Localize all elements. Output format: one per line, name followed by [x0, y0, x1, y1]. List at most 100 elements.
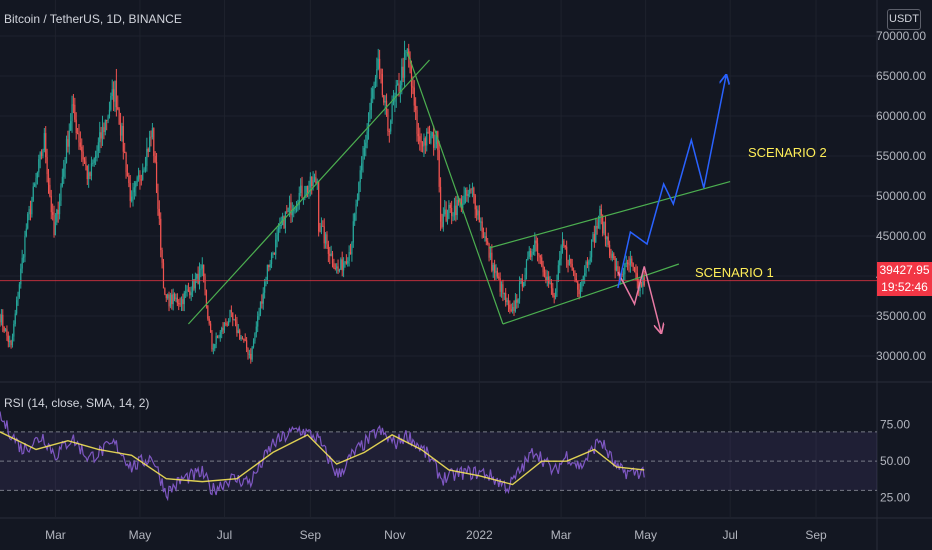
candle-body	[445, 209, 447, 221]
candle-body	[294, 207, 296, 211]
candle	[205, 289, 208, 309]
candle-body	[334, 268, 336, 270]
candle-body	[628, 264, 630, 266]
candle	[366, 123, 368, 149]
candle	[419, 127, 421, 151]
candle	[297, 199, 299, 212]
candle-body	[200, 268, 202, 271]
candle-body	[635, 272, 637, 274]
candle-body	[153, 128, 155, 156]
currency-unit-button[interactable]: USDT	[887, 9, 921, 30]
candle	[246, 337, 248, 353]
candle-body	[579, 289, 582, 295]
candle-body	[557, 265, 559, 280]
candle	[523, 281, 525, 288]
candle-body	[527, 256, 529, 261]
candle-body	[484, 236, 486, 238]
candle-body	[627, 262, 629, 265]
candle-body	[523, 281, 525, 287]
candle	[318, 180, 320, 237]
candle	[306, 185, 309, 198]
candle-body	[457, 199, 460, 203]
candle	[216, 335, 219, 339]
candle	[21, 249, 23, 274]
candle	[27, 212, 29, 230]
candle-body	[79, 142, 81, 147]
candle	[169, 292, 172, 309]
candle-body	[293, 210, 295, 212]
candle	[417, 122, 420, 145]
candle	[0, 309, 2, 326]
candle	[534, 232, 536, 256]
candle	[428, 125, 431, 145]
candle-body	[47, 174, 50, 185]
candle	[63, 159, 65, 184]
candle-body	[462, 203, 464, 209]
candle	[478, 205, 480, 223]
candle	[88, 164, 90, 188]
candle	[71, 95, 73, 133]
candle	[160, 212, 162, 258]
candle-body	[103, 127, 105, 132]
candle-body	[175, 297, 177, 300]
candle	[334, 263, 336, 271]
candle	[144, 156, 147, 173]
candle-body	[288, 202, 291, 208]
candle-body	[433, 132, 435, 148]
candle-body	[352, 221, 354, 243]
candle	[31, 196, 33, 218]
candle	[496, 267, 498, 279]
candle-body	[136, 177, 138, 183]
candle	[82, 145, 84, 167]
chart-title: Bitcoin / TetherUS, 1D, BINANCE	[4, 12, 182, 26]
candle-body	[507, 300, 510, 305]
candle	[567, 259, 569, 273]
candle-body	[559, 258, 561, 266]
candle-body	[586, 261, 589, 265]
candle-body	[401, 66, 403, 86]
candle-body	[74, 104, 76, 120]
candle-body	[415, 105, 417, 110]
candle	[126, 164, 129, 177]
candle	[495, 264, 497, 280]
candle	[200, 264, 202, 278]
candle-body	[158, 208, 160, 219]
candle-body	[49, 184, 51, 197]
candle-body	[469, 189, 471, 195]
candle-body	[477, 210, 479, 216]
y-tick-label: 45000.00	[876, 229, 926, 243]
candle	[590, 239, 593, 263]
candle	[636, 266, 638, 289]
candle	[388, 128, 390, 143]
candle	[592, 231, 594, 242]
candle-body	[370, 98, 372, 110]
candle	[190, 286, 192, 301]
rsi-panel	[0, 411, 877, 502]
candle-body	[78, 133, 80, 143]
candle-body	[643, 277, 645, 286]
candle	[349, 243, 352, 255]
candle	[207, 305, 209, 321]
candle-body	[563, 240, 565, 247]
candle	[452, 212, 454, 222]
candle-body	[420, 141, 422, 143]
candle-body	[428, 133, 431, 144]
candle	[25, 223, 27, 238]
candle-body	[223, 323, 226, 331]
candle-body	[451, 208, 453, 216]
candle	[513, 300, 515, 316]
candle	[61, 168, 63, 188]
candle	[128, 172, 130, 188]
candle-body	[63, 168, 65, 177]
candle	[250, 348, 252, 364]
candle	[164, 287, 166, 296]
candle	[155, 152, 158, 194]
candle	[624, 262, 626, 281]
candle	[380, 68, 382, 84]
candle-body	[624, 263, 626, 275]
candle	[183, 290, 185, 312]
candle-body	[53, 214, 55, 236]
candle-body	[408, 48, 410, 58]
candle	[365, 134, 367, 157]
